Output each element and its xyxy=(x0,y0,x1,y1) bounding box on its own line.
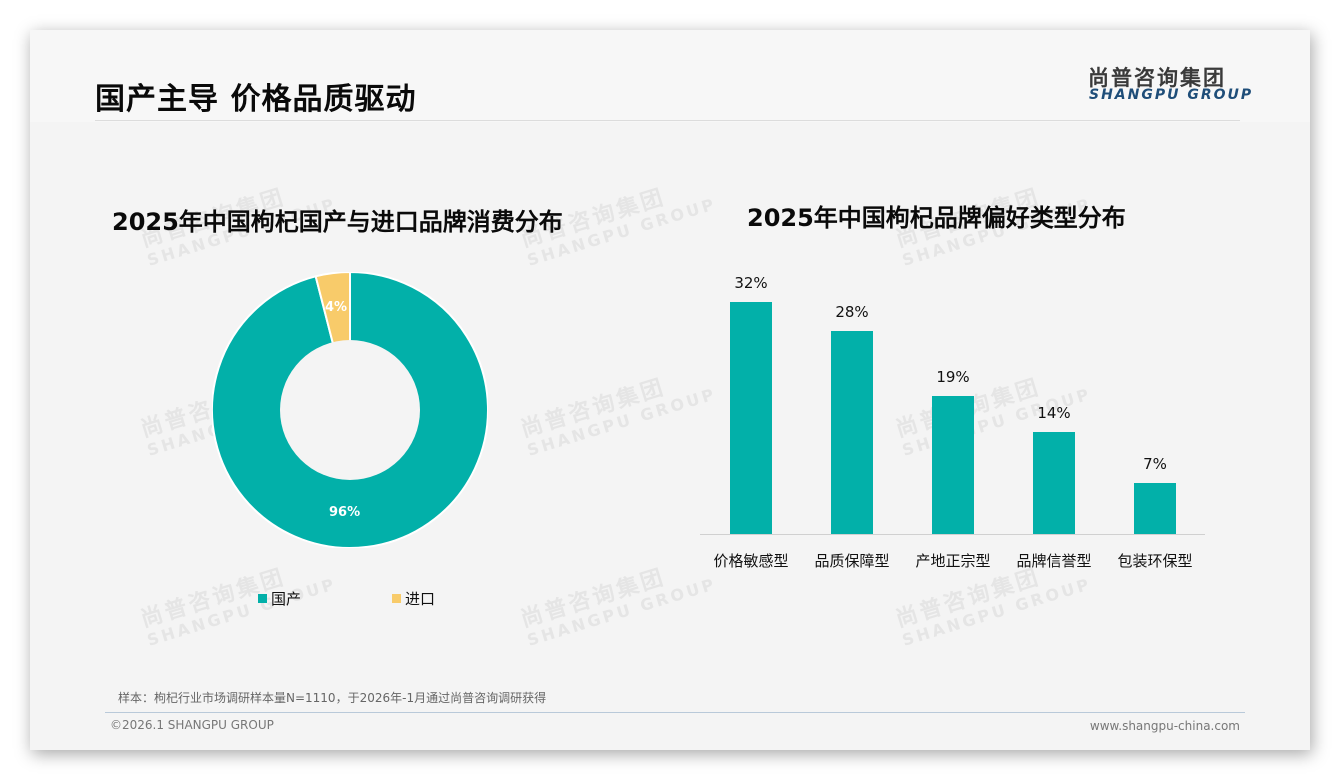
bar-value-label: 14% xyxy=(1037,404,1071,422)
slice-label-domestic: 96% xyxy=(329,505,361,520)
bar-category-label: 价格敏感型 xyxy=(713,552,789,570)
bar-category-label: 品牌信誉型 xyxy=(1016,552,1092,570)
bar-category-label: 品质保障型 xyxy=(814,552,890,570)
donut-svg xyxy=(211,270,489,549)
footer-divider xyxy=(105,712,1245,713)
sample-footnote: 样本：枸杞行业市场调研样本量N=1110，于2026年-1月通过尚普咨询调研获得 xyxy=(118,691,547,705)
logo-english: SHANGPU GROUP xyxy=(1089,87,1254,103)
legend-swatch-domestic xyxy=(258,594,267,603)
bar xyxy=(1033,432,1075,534)
bar-value-label: 28% xyxy=(835,303,869,321)
legend-label-import: 进口 xyxy=(405,590,436,608)
bar xyxy=(1134,483,1176,534)
legend-item-domestic: 国产 xyxy=(258,588,301,609)
legend-swatch-import xyxy=(392,594,401,603)
copyright: ©2026.1 SHANGPU GROUP xyxy=(110,718,274,732)
bar xyxy=(730,302,772,534)
bar-chart-title: 2025年中国枸杞品牌偏好类型分布 xyxy=(747,204,1126,232)
bar-value-label: 7% xyxy=(1143,455,1167,473)
bar xyxy=(932,396,974,534)
bar-value-label: 32% xyxy=(734,274,768,292)
website-link[interactable]: www.shangpu-china.com xyxy=(1089,719,1240,733)
bar-category-label: 包装环保型 xyxy=(1117,552,1193,570)
legend-item-import: 进口 xyxy=(392,588,435,609)
x-axis-line xyxy=(700,534,1205,535)
logo-chinese: 尚普咨询集团 xyxy=(1088,66,1226,90)
slide: 国产主导 价格品质驱动 尚普咨询集团 SHANGPU GROUP 尚普咨询集团 S… xyxy=(30,30,1310,750)
bar-category-label: 产地正宗型 xyxy=(915,552,991,570)
donut-chart-title: 2025年中国枸杞国产与进口品牌消费分布 xyxy=(112,208,563,236)
legend-label-domestic: 国产 xyxy=(271,590,302,608)
header-divider xyxy=(95,120,1240,121)
slice-label-import: 4% xyxy=(325,300,348,315)
bar-value-label: 19% xyxy=(936,368,970,386)
header-band xyxy=(30,30,1310,122)
bar xyxy=(831,331,873,534)
donut-chart: 96% 4% xyxy=(211,270,489,549)
page-title: 国产主导 价格品质驱动 xyxy=(95,82,417,117)
